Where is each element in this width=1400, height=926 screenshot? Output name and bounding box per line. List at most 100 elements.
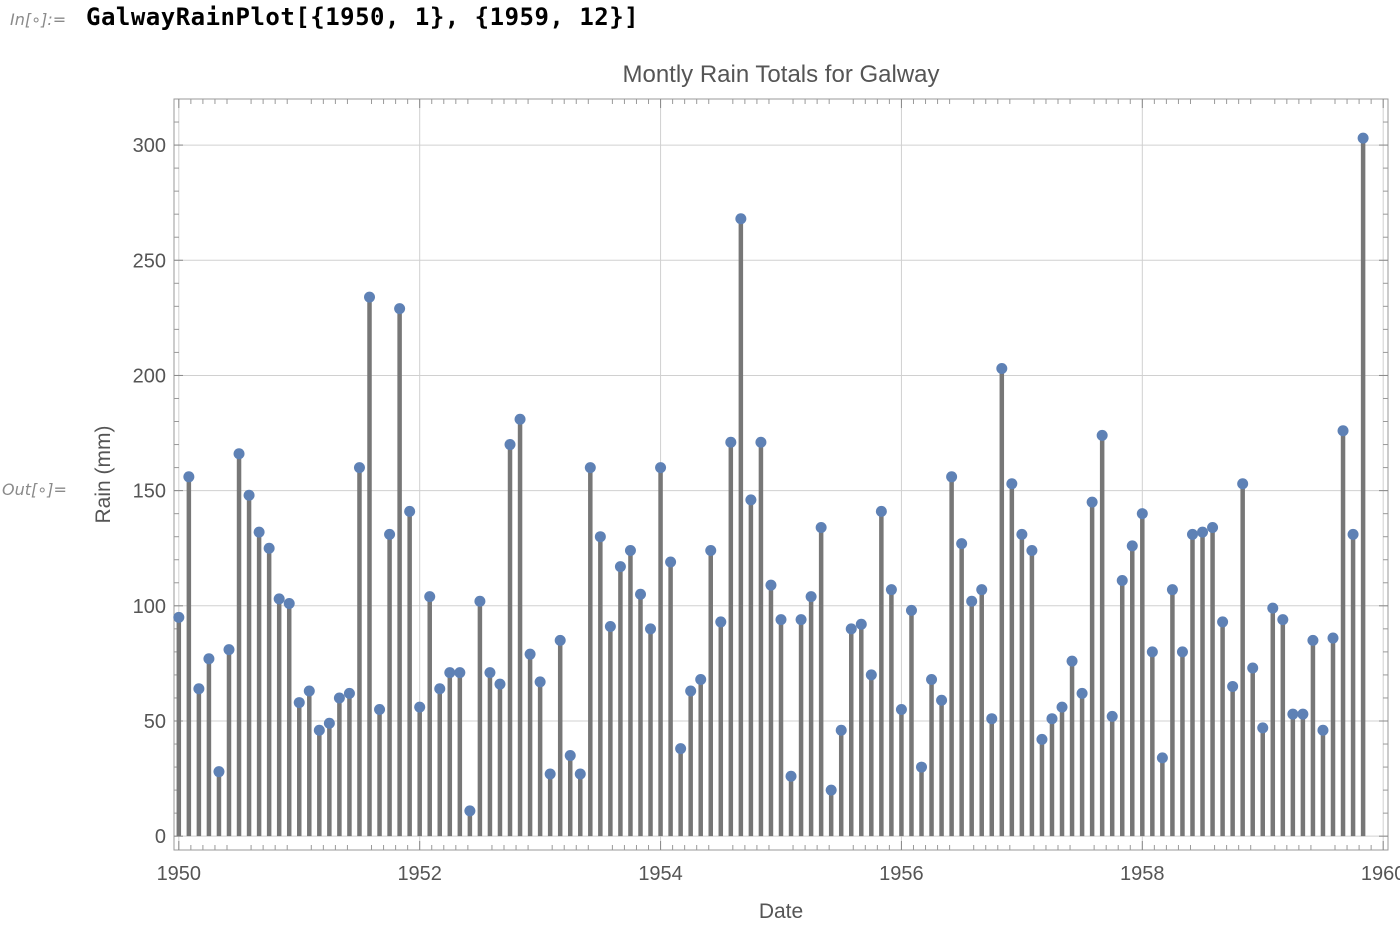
rain-point — [364, 291, 376, 303]
rain-point — [1036, 733, 1048, 745]
rain-point — [775, 614, 787, 626]
y-tick-label: 300 — [133, 135, 166, 157]
rain-point — [444, 667, 456, 679]
rain-point — [665, 556, 677, 568]
rain-point — [303, 685, 315, 697]
rain-point — [1257, 722, 1269, 734]
rain-point — [895, 703, 907, 715]
rain-point — [1136, 508, 1148, 520]
rain-point — [574, 768, 586, 780]
rain-point — [1307, 634, 1319, 646]
plot-frame — [173, 98, 1389, 851]
rain-point — [1337, 425, 1349, 437]
rain-point — [655, 462, 667, 474]
chart-title: Montly Rain Totals for Galway — [622, 61, 939, 88]
rain-point — [504, 439, 516, 451]
y-tick-label: 0 — [155, 826, 166, 848]
rain-point — [554, 634, 566, 646]
rain-point — [1096, 429, 1108, 441]
rain-point — [1217, 616, 1229, 628]
x-tick-label: 1956 — [879, 863, 924, 885]
rain-point — [1026, 545, 1038, 557]
rain-point — [263, 542, 275, 554]
rain-point — [1317, 724, 1329, 736]
rain-point — [1016, 528, 1028, 540]
rain-point — [1186, 528, 1198, 540]
rain-point — [404, 505, 416, 517]
rain-point — [1046, 713, 1058, 725]
y-tick-label: 150 — [133, 481, 166, 503]
rain-point — [1116, 574, 1128, 586]
axis-ticks — [174, 99, 1388, 850]
rain-point — [1076, 687, 1088, 699]
rain-point — [835, 724, 847, 736]
rain-point — [936, 694, 948, 706]
rain-point — [1287, 708, 1299, 720]
rain-point — [675, 743, 687, 755]
rain-point — [905, 604, 917, 616]
rain-point — [1247, 662, 1259, 674]
y-tick-label: 50 — [144, 711, 166, 733]
rain-point — [604, 621, 616, 633]
rain-point — [755, 436, 767, 448]
rain-point — [283, 598, 295, 610]
rain-point — [584, 462, 596, 474]
rain-point — [173, 611, 185, 623]
rain-point — [614, 561, 626, 573]
rain-point — [213, 766, 225, 778]
x-tick-label: 1952 — [397, 863, 442, 885]
tick-labels: 1950 1952 1954 1956 1958 1960 0 50 100 150 200 250 3… — [133, 135, 1400, 885]
rain-point — [815, 521, 827, 533]
output-cell-label: Out[∘]= — [2, 480, 67, 499]
rain-point — [1297, 708, 1309, 720]
data-stems — [176, 138, 1366, 837]
rain-point — [594, 531, 606, 543]
rain-point — [1166, 584, 1178, 596]
rain-point — [414, 701, 426, 713]
rain-point — [1237, 478, 1249, 490]
rain-point — [645, 623, 657, 635]
rain-point — [1066, 655, 1078, 667]
rain-point — [705, 545, 717, 557]
rain-point — [996, 363, 1008, 375]
rain-point — [715, 616, 727, 628]
rain-point — [1357, 132, 1369, 144]
rain-point — [825, 784, 837, 796]
rain-point — [966, 595, 978, 607]
y-axis-title: Rain (mm) — [92, 426, 115, 524]
rain-point — [424, 591, 436, 603]
rain-point — [434, 683, 446, 695]
rain-point — [745, 494, 757, 506]
rain-point — [384, 528, 396, 540]
rain-point — [855, 618, 867, 630]
rain-point — [1267, 602, 1279, 614]
rain-point — [1227, 680, 1239, 692]
rain-point — [946, 471, 958, 483]
rain-point — [353, 462, 365, 474]
rain-point — [454, 667, 466, 679]
rain-point — [183, 471, 195, 483]
rain-point — [1207, 521, 1219, 533]
input-code[interactable]: GalwayRainPlot[{1950, 1}, {1959, 12}] — [86, 3, 640, 31]
rain-point — [293, 697, 305, 709]
rain-point — [695, 674, 707, 686]
rain-point — [785, 770, 797, 782]
rain-point — [333, 692, 345, 704]
rain-point — [885, 584, 897, 596]
rain-point — [313, 724, 325, 736]
rain-point — [1277, 614, 1289, 626]
data-points — [173, 132, 1369, 817]
rain-point — [845, 623, 857, 635]
rain-point — [474, 595, 486, 607]
rain-point — [735, 213, 747, 225]
rain-point — [464, 805, 476, 817]
rain-point — [514, 413, 526, 425]
rain-point — [243, 489, 255, 501]
rain-point — [1197, 526, 1209, 538]
rain-point — [193, 683, 205, 695]
rain-point — [544, 768, 556, 780]
rain-point — [484, 667, 496, 679]
rain-point — [1106, 710, 1118, 722]
rain-point — [685, 685, 697, 697]
rain-point — [233, 448, 245, 460]
